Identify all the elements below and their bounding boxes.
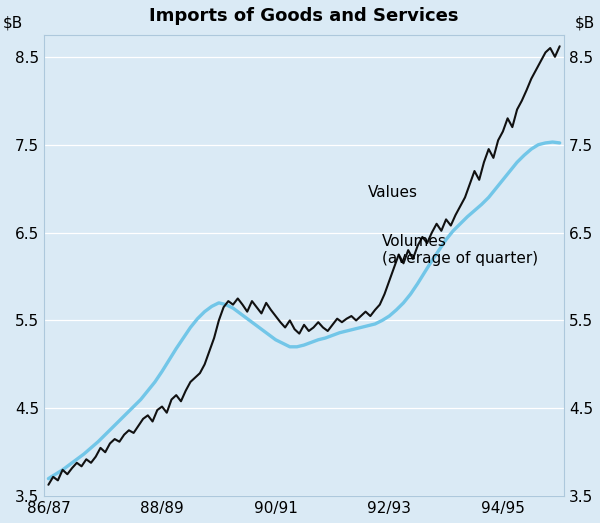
Title: Imports of Goods and Services: Imports of Goods and Services (149, 7, 459, 25)
Text: Volumes
(average of quarter): Volumes (average of quarter) (382, 234, 538, 266)
Text: $B: $B (575, 15, 595, 30)
Text: Values: Values (368, 186, 418, 200)
Text: $B: $B (2, 15, 23, 30)
